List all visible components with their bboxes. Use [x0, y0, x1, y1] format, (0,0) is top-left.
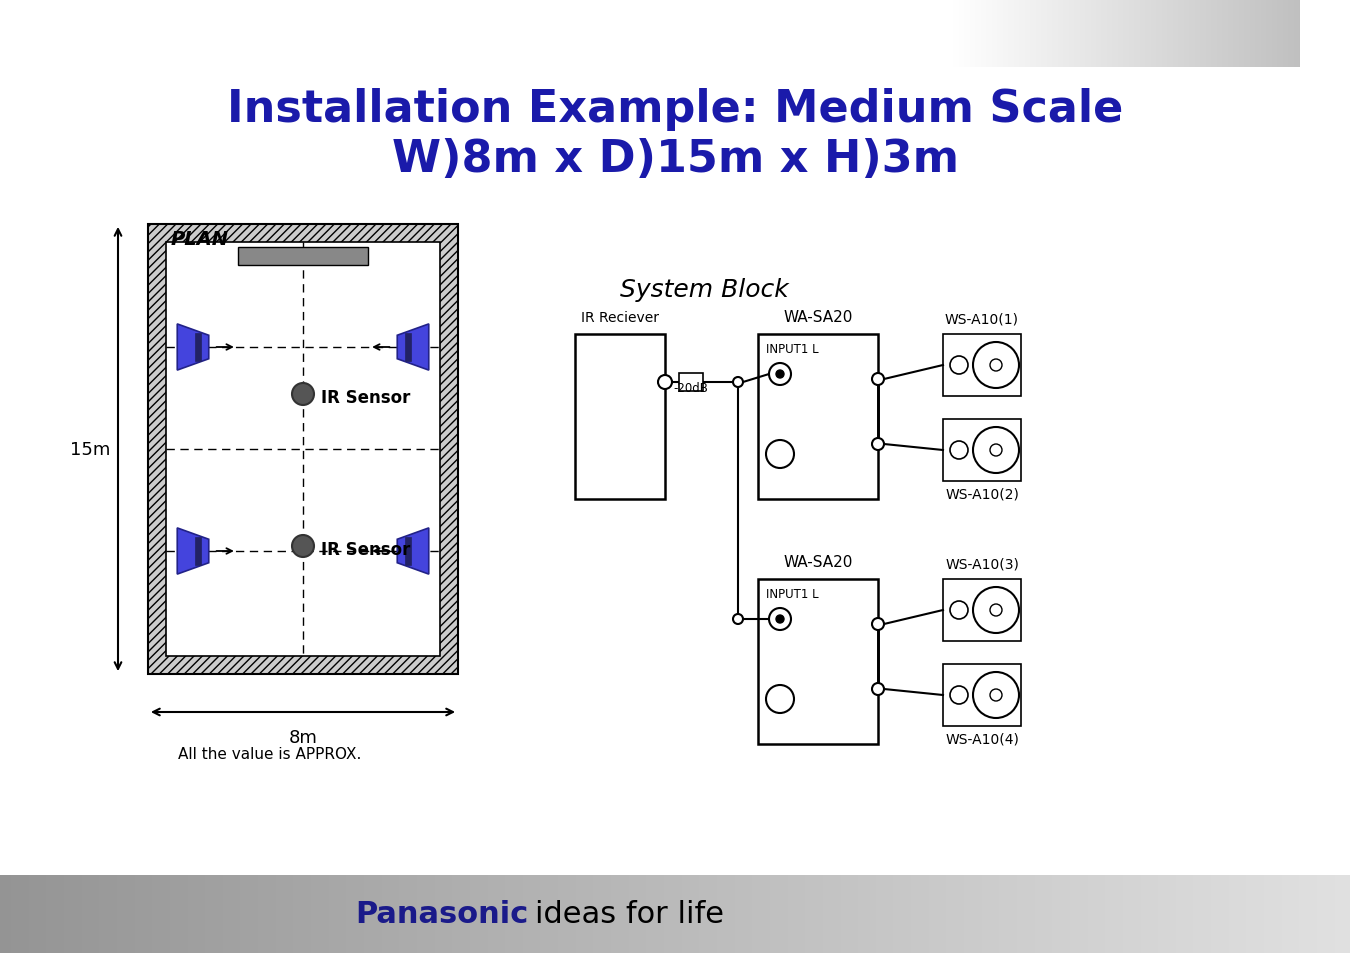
Circle shape: [769, 608, 791, 630]
Circle shape: [973, 672, 1019, 719]
Circle shape: [950, 441, 968, 459]
Polygon shape: [177, 325, 209, 371]
Text: System Block: System Block: [620, 277, 788, 302]
Circle shape: [950, 356, 968, 375]
Text: All the value is APPROX.: All the value is APPROX.: [178, 746, 362, 761]
Circle shape: [292, 384, 315, 406]
Text: Panasonic: Panasonic: [355, 900, 528, 928]
Text: WS-A10(3): WS-A10(3): [945, 558, 1019, 572]
Text: IR Sensor: IR Sensor: [321, 389, 410, 407]
Circle shape: [776, 616, 784, 623]
Bar: [944, 335, 1021, 396]
Bar: [757, 335, 878, 499]
Text: 15m: 15m: [70, 440, 109, 458]
Bar: [679, 374, 703, 392]
Polygon shape: [405, 537, 412, 565]
Circle shape: [990, 689, 1002, 701]
Polygon shape: [397, 325, 429, 371]
Circle shape: [973, 587, 1019, 634]
Text: INPUT1 L: INPUT1 L: [765, 343, 818, 355]
Text: 8m: 8m: [289, 728, 317, 746]
Circle shape: [292, 536, 315, 558]
Bar: [944, 579, 1021, 641]
Circle shape: [872, 438, 884, 451]
Circle shape: [765, 440, 794, 469]
Circle shape: [973, 428, 1019, 474]
Polygon shape: [397, 528, 429, 575]
Circle shape: [657, 375, 672, 390]
Text: PLAN: PLAN: [171, 230, 230, 249]
Bar: [166, 243, 440, 657]
Circle shape: [765, 685, 794, 713]
Circle shape: [769, 364, 791, 386]
Text: WS-A10(1): WS-A10(1): [945, 313, 1019, 327]
Text: IR Sensor: IR Sensor: [321, 540, 410, 558]
Circle shape: [776, 371, 784, 378]
Text: WS-A10(4): WS-A10(4): [945, 732, 1019, 746]
Bar: [148, 225, 458, 675]
Bar: [944, 419, 1021, 481]
Circle shape: [872, 374, 884, 386]
Circle shape: [990, 444, 1002, 456]
Bar: [238, 248, 369, 266]
Circle shape: [973, 343, 1019, 389]
Bar: [944, 664, 1021, 726]
Text: ideas for life: ideas for life: [535, 900, 724, 928]
Text: WA-SA20: WA-SA20: [783, 555, 853, 569]
Text: WA-SA20: WA-SA20: [783, 310, 853, 325]
Text: Installation Example: Medium Scale: Installation Example: Medium Scale: [227, 88, 1123, 131]
Text: INPUT1 L: INPUT1 L: [765, 587, 818, 600]
Circle shape: [872, 683, 884, 696]
Circle shape: [733, 615, 743, 624]
Bar: [757, 579, 878, 744]
Circle shape: [950, 601, 968, 619]
Text: IR Reciever: IR Reciever: [580, 311, 659, 325]
Circle shape: [872, 618, 884, 630]
Bar: [575, 335, 666, 499]
Circle shape: [990, 359, 1002, 372]
Text: -20dB: -20dB: [674, 381, 709, 395]
Circle shape: [733, 377, 743, 388]
Polygon shape: [177, 528, 209, 575]
Polygon shape: [194, 334, 201, 361]
Polygon shape: [405, 334, 412, 361]
Text: WS-A10(2): WS-A10(2): [945, 488, 1019, 501]
Polygon shape: [194, 537, 201, 565]
Circle shape: [990, 604, 1002, 617]
Circle shape: [950, 686, 968, 704]
Text: W)8m x D)15m x H)3m: W)8m x D)15m x H)3m: [392, 138, 958, 181]
